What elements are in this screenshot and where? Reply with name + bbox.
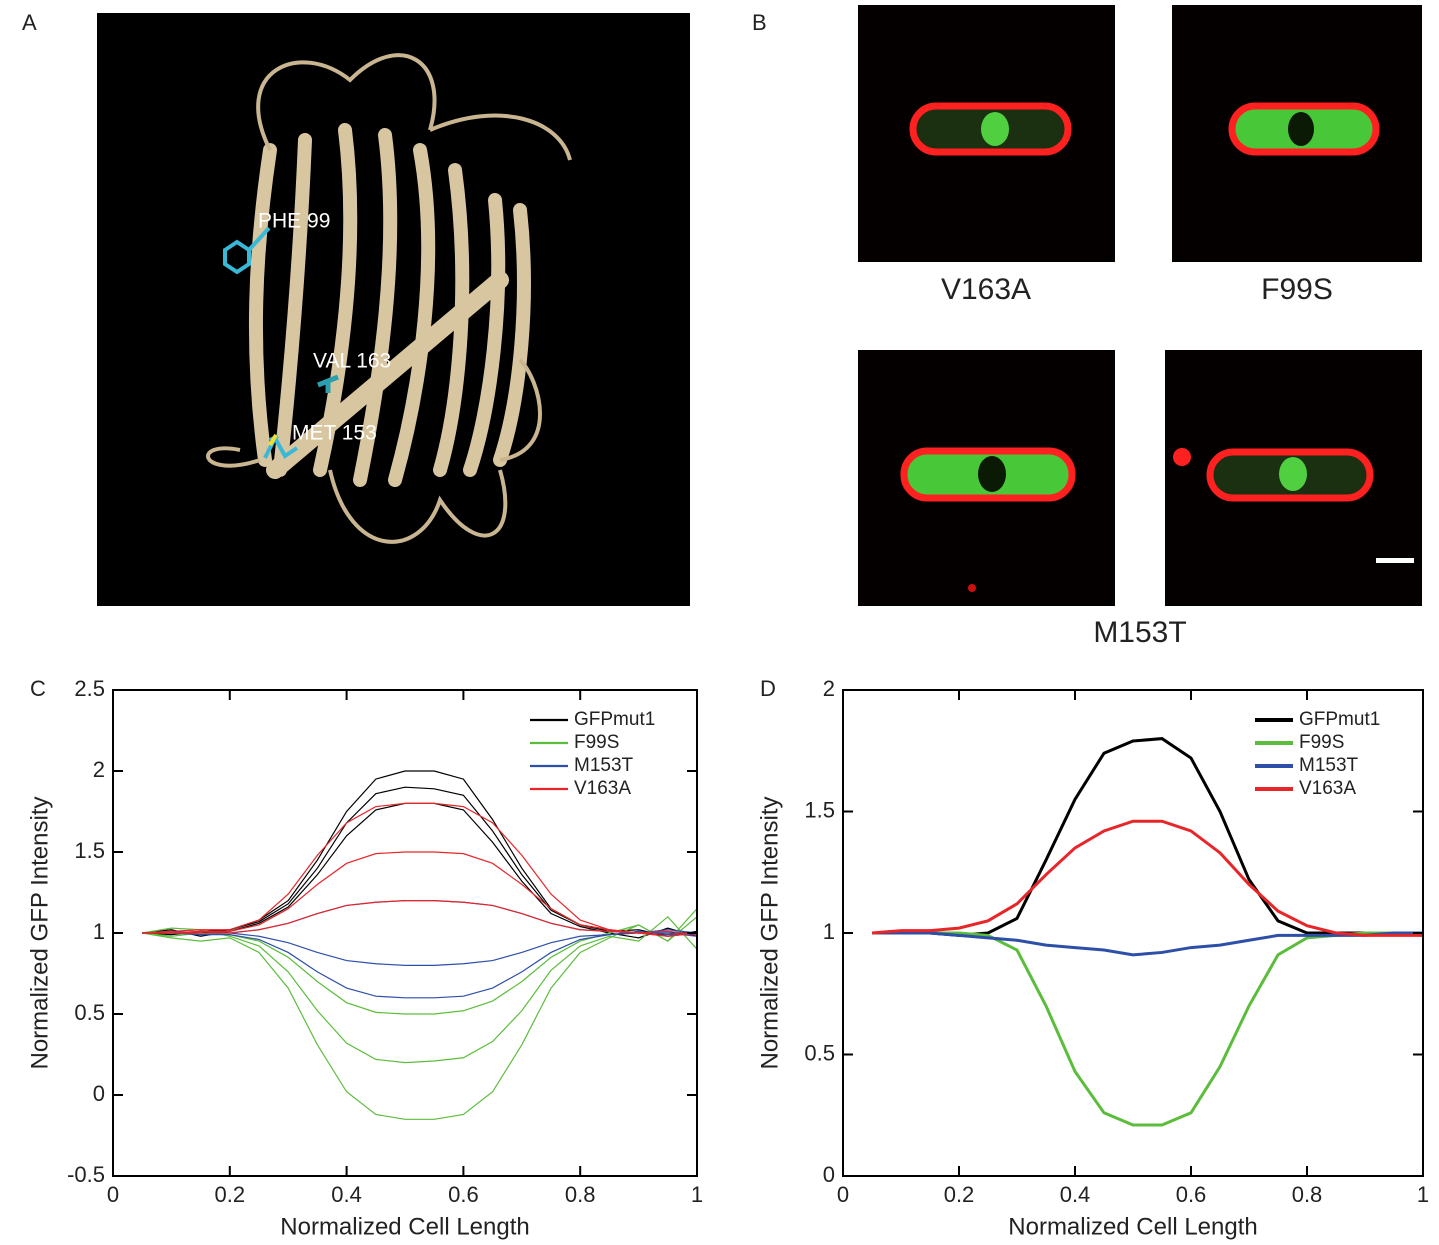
x-tick-label: 0 (107, 1182, 119, 1207)
legend-label: V163A (574, 778, 631, 799)
x-tick-label: 0.6 (448, 1182, 479, 1207)
y-tick-label: 1 (823, 919, 835, 944)
protein-loops (206, 53, 572, 544)
panel-letter: B (752, 10, 767, 35)
residue (268, 433, 278, 447)
data-line (142, 930, 697, 967)
data-line (142, 916, 697, 1120)
micrograph (858, 5, 1115, 262)
residue (317, 374, 339, 393)
data-line (872, 931, 1423, 957)
x-axis-label: Normalized Cell Length (1008, 1213, 1257, 1240)
data-line (142, 915, 697, 1064)
y-axis-label: Normalized GFP Intensity (756, 797, 783, 1070)
panel-letter: A (22, 10, 37, 35)
x-tick-label: 1 (1417, 1182, 1429, 1207)
y-tick-label: 0.5 (74, 1000, 105, 1025)
y-tick-label: 0 (93, 1081, 105, 1106)
legend-label: F99S (1299, 732, 1344, 753)
micrograph-label: F99S (1261, 273, 1333, 306)
data-line (142, 802, 697, 937)
x-tick-label: 0.2 (215, 1182, 246, 1207)
data-line (142, 786, 697, 937)
y-tick-label: 1.5 (74, 838, 105, 863)
data-line (142, 929, 697, 999)
y-tick-label: 1 (93, 919, 105, 944)
micrograph (858, 350, 1115, 606)
x-tick-label: 0.2 (944, 1182, 975, 1207)
data-line (142, 802, 697, 939)
data-line (142, 899, 697, 937)
legend-label: F99S (574, 732, 619, 753)
residue (223, 226, 271, 275)
micrograph-label: V163A (941, 273, 1031, 306)
y-tick-label: 0 (823, 1162, 835, 1187)
x-tick-label: 1 (691, 1182, 703, 1207)
data-line (142, 851, 697, 936)
y-tick-label: 2 (823, 676, 835, 701)
residue-label: PHE 99 (258, 210, 330, 233)
residue-label: VAL 163 (313, 350, 391, 373)
panel-letter: D (760, 676, 776, 701)
y-axis-label: Normalized GFP Intensity (26, 797, 53, 1070)
legend-label: GFPmut1 (1299, 709, 1380, 730)
micrograph (1172, 5, 1422, 262)
panel-letter: C (30, 676, 46, 701)
micrograph-label: M153T (1093, 616, 1186, 649)
legend-label: M153T (574, 755, 634, 776)
legend-label: GFPmut1 (574, 709, 655, 730)
y-tick-label: -0.5 (67, 1162, 105, 1187)
data-line (872, 931, 1423, 1127)
structure-image (97, 13, 690, 606)
y-tick-label: 0.5 (804, 1040, 835, 1065)
y-tick-label: 2.5 (74, 676, 105, 701)
y-tick-label: 1.5 (804, 797, 835, 822)
x-tick-label: 0.6 (1176, 1182, 1207, 1207)
micrograph (1165, 350, 1422, 606)
y-tick-label: 2 (93, 757, 105, 782)
protein-ribbon (248, 123, 531, 487)
x-tick-label: 0 (837, 1182, 849, 1207)
residue-label: MET 153 (292, 422, 377, 445)
data-line (871, 819, 1423, 937)
legend-label: M153T (1299, 755, 1359, 776)
x-tick-label: 0.4 (1060, 1182, 1091, 1207)
x-tick-label: 0.8 (1292, 1182, 1323, 1207)
x-tick-label: 0.4 (331, 1182, 362, 1207)
x-tick-label: 0.8 (565, 1182, 596, 1207)
legend-label: V163A (1299, 778, 1356, 799)
x-axis-label: Normalized Cell Length (280, 1213, 529, 1240)
